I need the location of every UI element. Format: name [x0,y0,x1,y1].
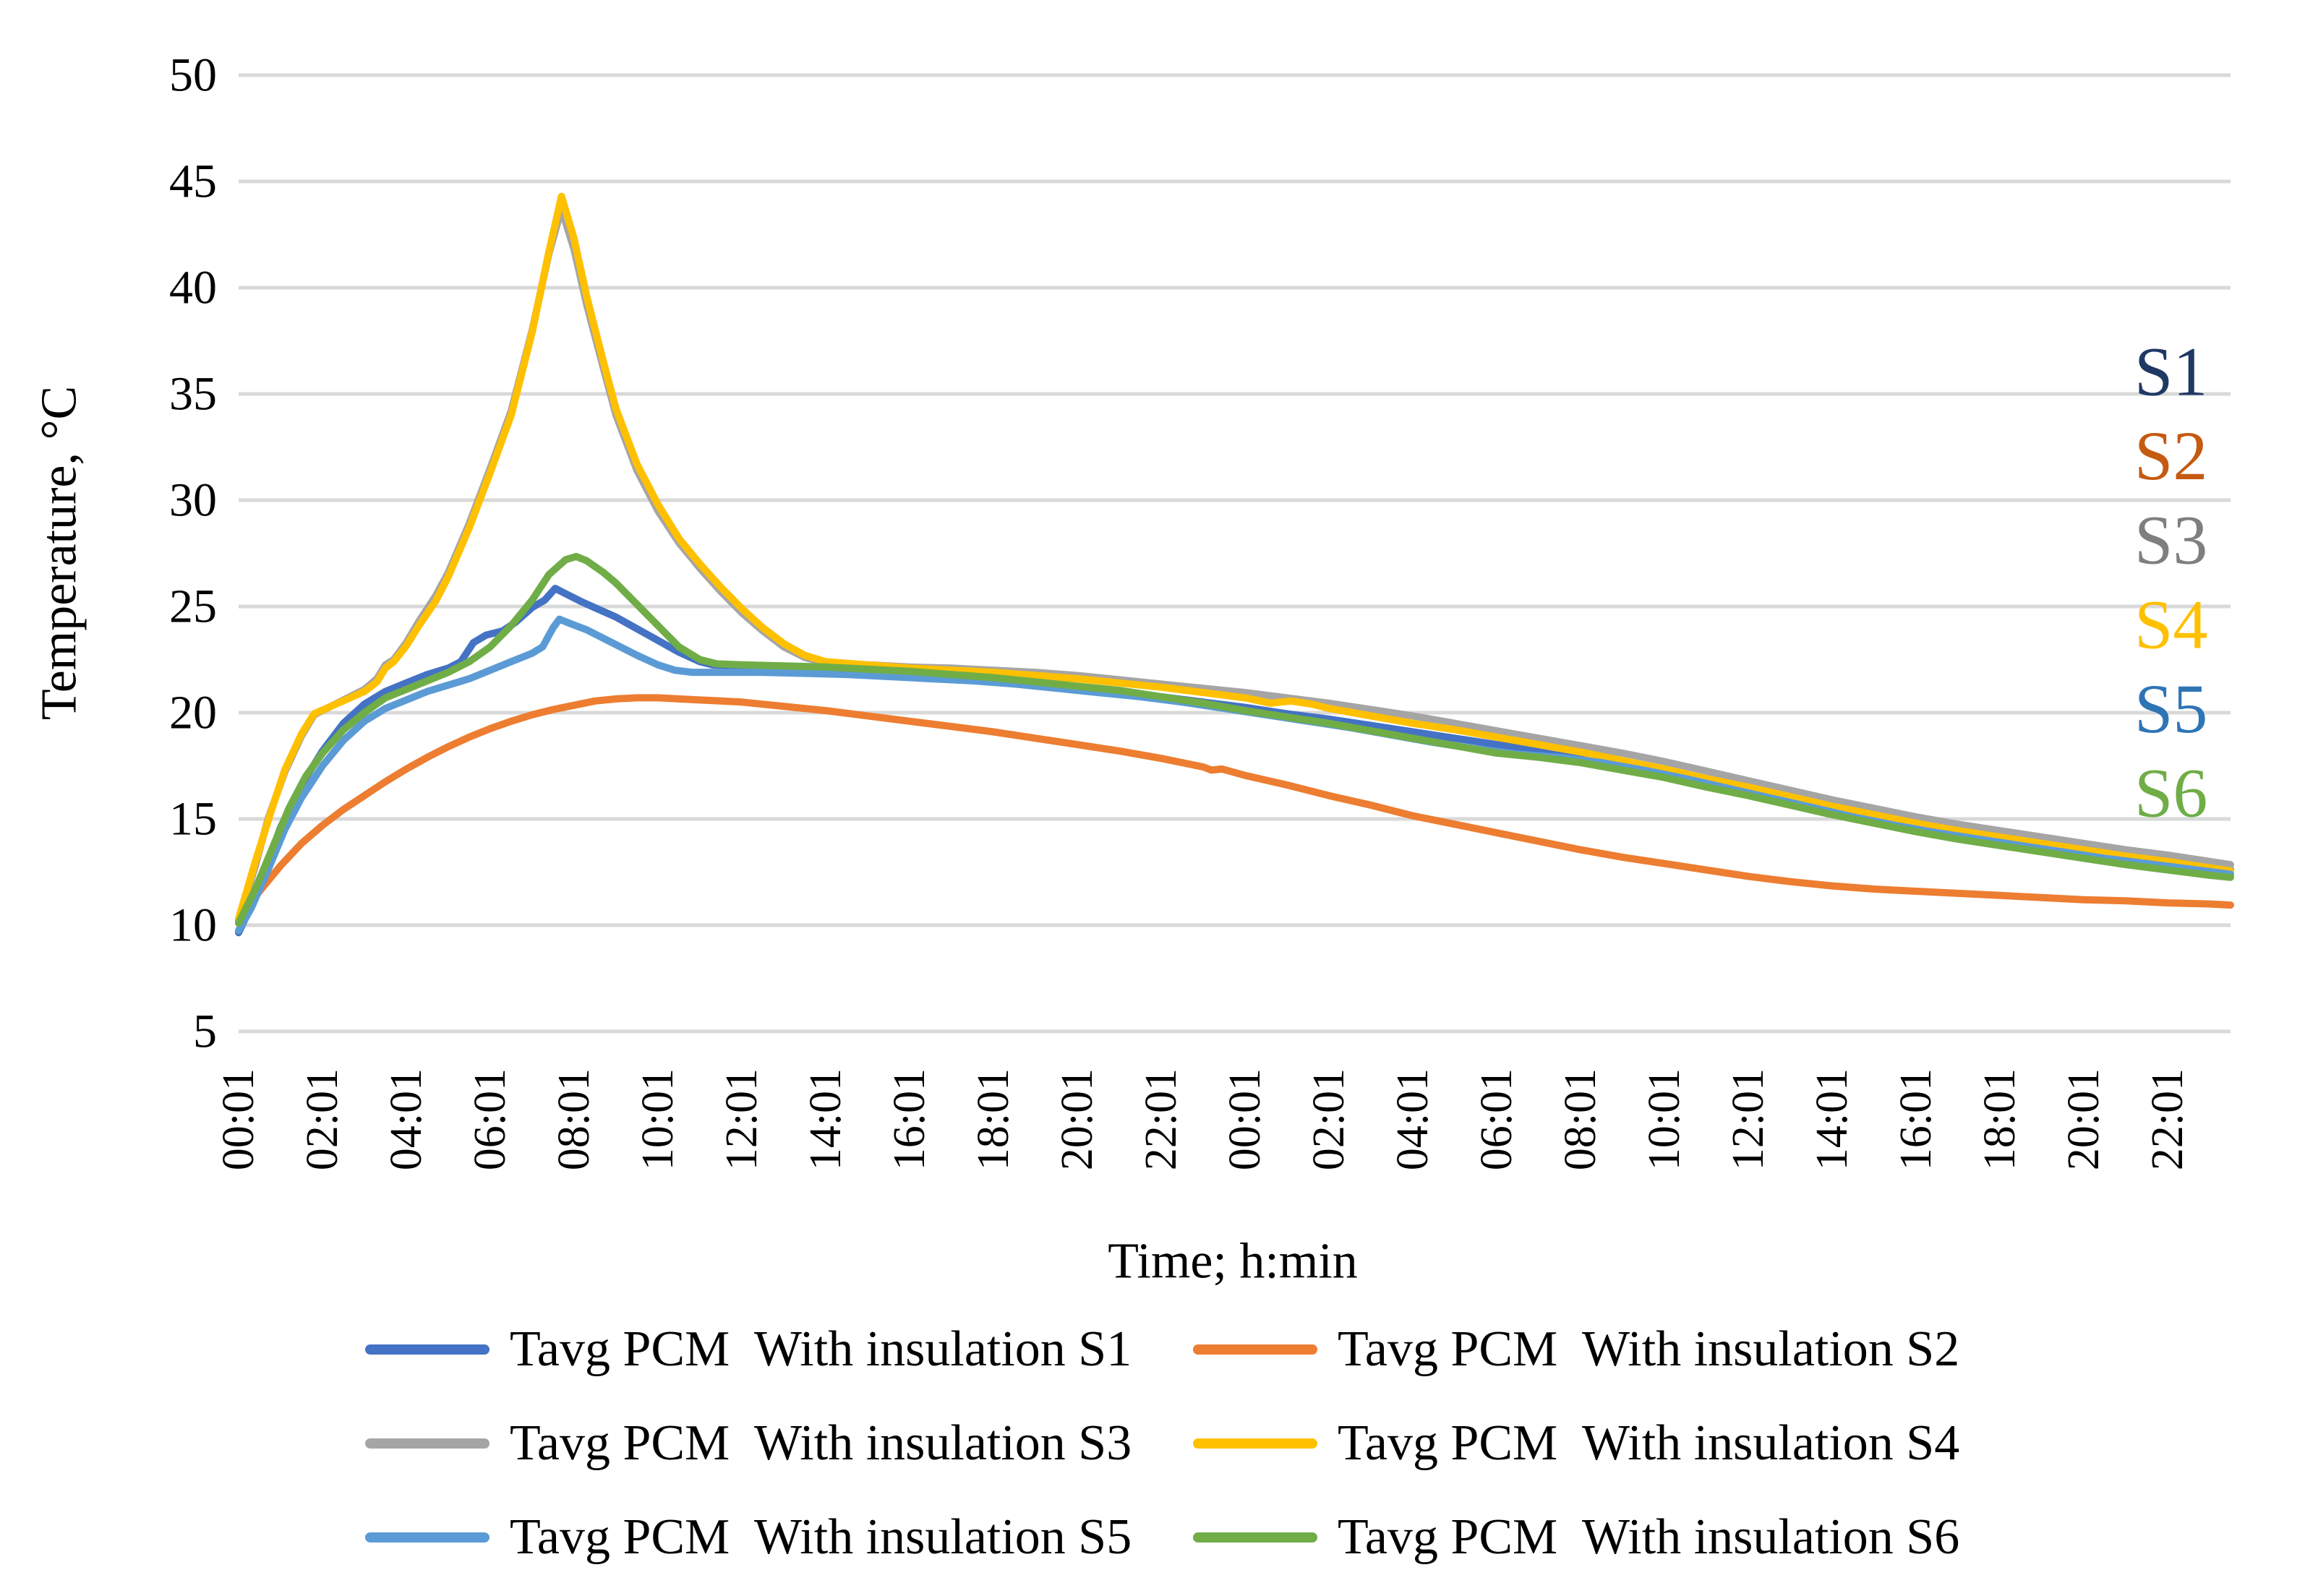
y-tick-label: 30 [169,474,217,527]
y-tick-label: 10 [169,899,217,952]
x-tick-label: 18:01 [969,1068,1018,1170]
legend-item-S5: Tavg PCM With insulation S5 [365,1490,1132,1584]
y-tick-label: 45 [169,155,217,208]
x-tick-label: 08:01 [549,1068,599,1170]
legend-row: Tavg PCM With insulation S1 Tavg PCM With… [0,1303,2305,1396]
legend-swatch-S4 [1193,1438,1317,1449]
x-axis-tick-labels: 00:01 02:01 04:01 06:01 08:01 10:01 12:01 14:01… [214,1068,2192,1170]
legend-item-S3: Tavg PCM With insulation S3 [365,1396,1132,1490]
x-tick-label: 16:01 [885,1068,934,1170]
y-tick-label: 20 [169,687,217,739]
x-tick-label: 06:01 [466,1068,515,1170]
legend-label-S2: Tavg PCM With insulation S2 [1338,1321,1960,1377]
series-line-S6 [235,552,2234,927]
series-lines [235,192,2234,937]
x-tick-label: 10:01 [633,1068,683,1170]
y-tick-label: 40 [169,262,217,314]
x-tick-label: 04:01 [382,1068,431,1170]
legend-label-S4: Tavg PCM With insulation S4 [1338,1415,1960,1471]
legend-item-S6: Tavg PCM With insulation S6 [1193,1490,1959,1584]
x-tick-label: 16:01 [1891,1068,1941,1170]
y-tick-label: 25 [169,580,217,633]
x-tick-label: 20:01 [2059,1068,2108,1170]
x-tick-label: 02:01 [298,1068,347,1170]
legend-label-S1: Tavg PCM With insulation S1 [510,1321,1132,1377]
x-tick-label: 10:01 [1640,1068,1689,1170]
gridlines [239,73,2231,1034]
series-line-S2 [235,694,2234,923]
x-tick-label: 00:01 [214,1068,263,1170]
side-label-S2: S2 [2134,417,2207,494]
x-tick-label: 14:01 [1808,1068,1857,1170]
legend-swatch-S3 [365,1438,489,1449]
x-tick-label: 08:01 [1556,1068,1605,1170]
x-tick-label: 20:01 [1053,1068,1102,1170]
legend-swatch-S6 [1193,1532,1317,1543]
x-tick-label: 18:01 [1975,1068,2024,1170]
legend-item-S1: Tavg PCM With insulation S1 [365,1303,1132,1396]
legend-swatch-S2 [1193,1344,1317,1355]
legend-label-S5: Tavg PCM With insulation S5 [510,1509,1132,1565]
series-line-S1 [235,585,2234,937]
y-tick-label: 15 [169,793,217,846]
series-line-S4 [235,192,2234,923]
side-label-S6: S6 [2134,755,2207,832]
side-label-S4: S4 [2134,585,2207,663]
x-tick-label: 04:01 [1388,1068,1437,1170]
legend-swatch-S1 [365,1344,489,1355]
x-axis-title: Time; h:min [1108,1234,1358,1290]
x-tick-label: 06:01 [1472,1068,1521,1170]
x-tick-label: 12:01 [717,1068,766,1170]
side-label-S5: S5 [2134,670,2207,747]
y-tick-label: 50 [169,49,217,102]
side-label-S3: S3 [2134,502,2207,579]
x-tick-label: 22:01 [2143,1068,2192,1170]
x-tick-label: 00:01 [1220,1068,1270,1170]
legend-row: Tavg PCM With insulation S5 Tavg PCM With… [0,1490,2305,1584]
x-tick-label: 02:01 [1304,1068,1354,1170]
y-tick-label: 35 [169,368,217,421]
legend-label-S6: Tavg PCM With insulation S6 [1338,1509,1960,1565]
chart-plot-area: 50 45 40 35 30 25 20 15 10 5 00:01 02:01 04:01 06:01… [32,49,2234,1290]
x-tick-label: 14:01 [801,1068,850,1170]
legend-swatch-S5 [365,1532,489,1543]
legend-item-S4: Tavg PCM With insulation S4 [1193,1396,1959,1490]
y-axis-title: Temperature, °C [32,386,87,720]
side-label-S1: S1 [2134,333,2207,411]
x-tick-label: 22:01 [1137,1068,1186,1170]
legend-label-S3: Tavg PCM With insulation S3 [510,1415,1132,1471]
y-tick-label: 5 [193,1005,217,1058]
legend-row: Tavg PCM With insulation S3 Tavg PCM With… [0,1396,2305,1490]
y-axis-tick-labels: 50 45 40 35 30 25 20 15 10 5 [169,49,217,1058]
x-tick-label: 12:01 [1724,1068,1773,1170]
legend-item-S2: Tavg PCM With insulation S2 [1193,1303,1959,1396]
chart-legend: Tavg PCM With insulation S1 Tavg PCM With… [0,1303,2305,1584]
